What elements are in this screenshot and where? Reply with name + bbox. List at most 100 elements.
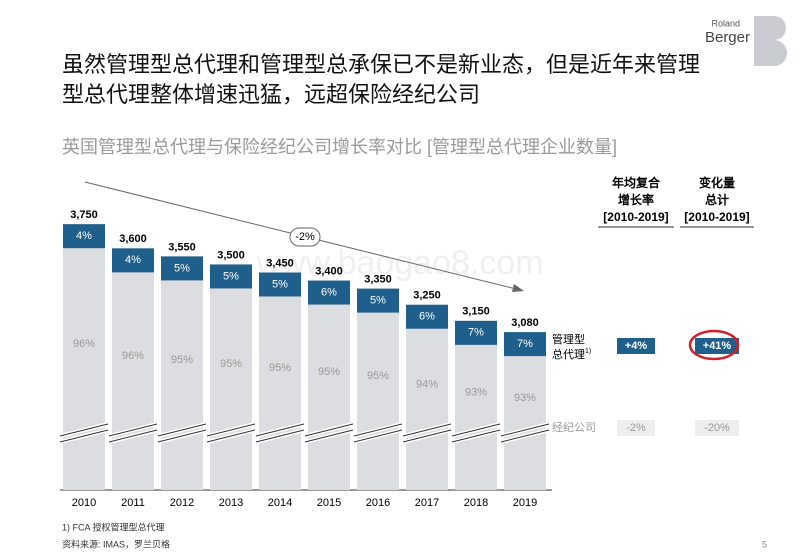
legend-label: 管理型: [552, 332, 585, 346]
footnote-marker: 1): [585, 348, 591, 355]
axis-break: [500, 423, 550, 437]
share-label: 7%: [517, 338, 533, 350]
axis-break: [255, 429, 305, 443]
arrow-head: [512, 284, 524, 292]
share-box: [210, 264, 252, 289]
axis-break: [255, 423, 305, 437]
x-tick-label: 2014: [268, 497, 292, 509]
total-label: 3,350: [364, 274, 392, 286]
share-label: 96%: [73, 338, 95, 350]
share-label: 4%: [125, 254, 141, 266]
axis-break: [59, 423, 109, 437]
total-label: 3,750: [70, 209, 98, 221]
axis-break: [108, 423, 158, 437]
axis-break: [402, 429, 452, 443]
bar: [210, 264, 252, 490]
axis-break: [59, 429, 109, 443]
x-tick-label: 2017: [415, 497, 439, 509]
value-box: [695, 420, 739, 436]
axis-break: [157, 423, 207, 437]
total-label: 3,080: [511, 317, 539, 329]
share-label: 95%: [318, 366, 340, 378]
footnote: 1) FCA 授权管理型总代理: [62, 521, 165, 532]
axis-break: [108, 429, 158, 443]
legend-label: 经纪公司: [552, 421, 596, 434]
column-header: 增长率: [618, 192, 654, 207]
total-label: 3,550: [168, 241, 196, 253]
share-box: [112, 248, 154, 273]
x-tick-label: 2018: [464, 497, 488, 509]
bar: [63, 224, 105, 490]
share-box: [259, 272, 301, 297]
title: 型总代理整体增速迅猛，远超保险经纪公司: [62, 82, 480, 107]
axis-break: [500, 429, 550, 443]
legend-label-line: 总代理: [552, 347, 585, 361]
share-label: 5%: [223, 270, 239, 282]
bar: [504, 332, 546, 490]
axis-break: [353, 429, 403, 443]
axis-break: [451, 429, 501, 443]
value: -2%: [626, 422, 646, 434]
column-header: [2010-2019]: [603, 210, 668, 224]
share-label: 93%: [514, 392, 536, 404]
column-header: [2010-2019]: [684, 210, 749, 224]
share-label: 7%: [468, 327, 484, 339]
share-label: 6%: [321, 286, 337, 298]
share-label: 5%: [174, 262, 190, 274]
share-label: 95%: [269, 362, 291, 374]
legend-label-line: 管理型: [552, 332, 585, 346]
share-box: [63, 224, 105, 249]
share-label: 5%: [370, 295, 386, 307]
x-tick-label: 2016: [366, 497, 390, 509]
share-label: 94%: [416, 378, 438, 390]
legend-label: 总代理1): [552, 347, 591, 361]
trend-bubble: [289, 227, 321, 247]
column-header: 总计: [705, 192, 729, 207]
x-tick-label: 2012: [170, 497, 194, 509]
value: +41%: [703, 340, 732, 352]
total-label: 3,450: [266, 257, 294, 269]
share-label: 5%: [272, 278, 288, 290]
x-tick-label: 2010: [72, 497, 96, 509]
axis-break: [353, 423, 403, 437]
total-label: 3,600: [119, 233, 147, 245]
axis-break: [451, 423, 501, 437]
x-tick-label: 2011: [121, 497, 145, 509]
axis-break: [206, 429, 256, 443]
share-label: 6%: [419, 311, 435, 323]
column-header: 变化量: [699, 175, 735, 190]
bar: [112, 248, 154, 490]
share-box: [308, 280, 350, 305]
axis-break: [206, 423, 256, 437]
subtitle: 英国管理型总代理与保险经纪公司增长率对比 [管理型总代理企业数量]: [62, 137, 617, 157]
share-label: 95%: [220, 358, 242, 370]
share-box: [504, 332, 546, 357]
share-box: [161, 256, 203, 281]
share-label: 95%: [367, 370, 389, 382]
value-box: [617, 338, 655, 354]
source: 资料来源: IMAS，罗兰贝格: [62, 538, 170, 549]
share-box: [406, 304, 448, 329]
bar: [259, 272, 301, 490]
share-label: 95%: [171, 354, 193, 366]
share-box: [455, 320, 497, 345]
total-label: 3,150: [462, 306, 490, 318]
x-tick-label: 2019: [513, 497, 537, 509]
share-box: [357, 288, 399, 313]
total-label: 3,250: [413, 290, 441, 302]
watermark: www.baogao8.com: [255, 244, 543, 282]
bar: [455, 320, 497, 490]
page-number: 5: [762, 539, 767, 549]
value-box: [617, 420, 655, 436]
x-tick-label: 2013: [219, 497, 243, 509]
value: -20%: [704, 422, 730, 434]
bar: [308, 280, 350, 490]
axis-break: [304, 429, 354, 443]
logo-bottom: Berger: [705, 29, 750, 46]
value-box: [695, 338, 739, 354]
highlight-circle: [688, 329, 740, 361]
bar: [161, 256, 203, 490]
total-label: 3,400: [315, 265, 343, 277]
